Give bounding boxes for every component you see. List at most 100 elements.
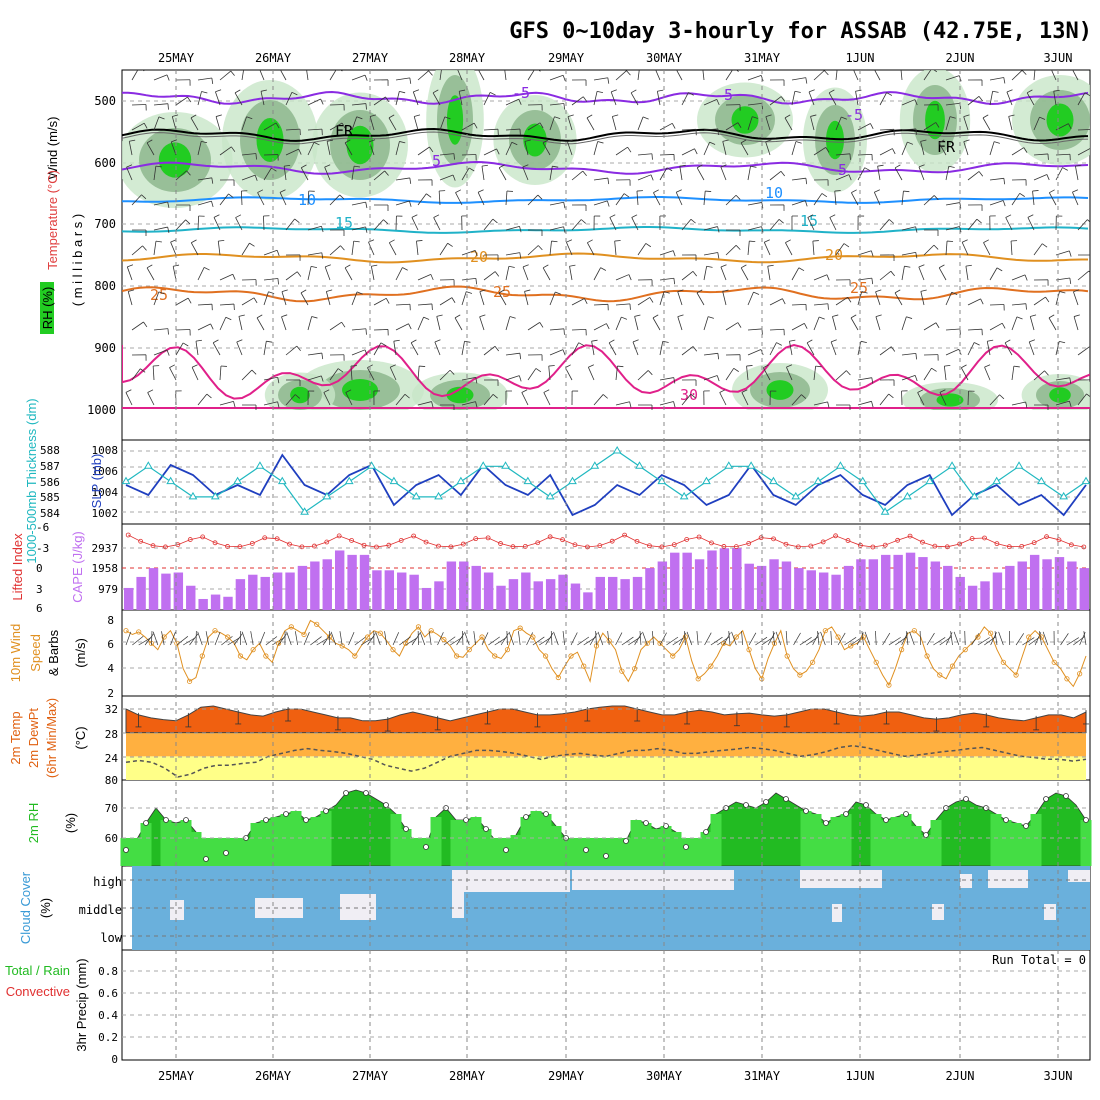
- date-label: 29MAY: [548, 51, 585, 65]
- wind-barb-flag: [786, 364, 793, 368]
- slp-tick: 1004: [92, 486, 119, 499]
- thickness-marker: [612, 446, 622, 454]
- wind-barb-flag: [451, 297, 456, 303]
- wind-barb-flag: [1023, 147, 1028, 153]
- thickness-marker: [836, 461, 845, 469]
- wind-barb-flag: [496, 148, 500, 155]
- wind-barb-flag: [337, 368, 344, 373]
- wind-barb: [329, 368, 339, 381]
- contour-label: 20: [470, 248, 488, 266]
- wind-barb-flag: [232, 274, 236, 280]
- wind-barb-flag: [230, 70, 235, 76]
- wind-barb-flag: [623, 193, 630, 198]
- wind-barb: [607, 631, 610, 646]
- wind-barb-flag: [1008, 114, 1015, 117]
- wind-barb: [989, 200, 1004, 206]
- wind-barb: [923, 244, 935, 256]
- cape-bar: [943, 565, 953, 610]
- wind-barb-flag: [364, 74, 368, 81]
- wind-barb-flag: [341, 122, 346, 129]
- wind-barb-flag: [211, 77, 214, 84]
- wind-barb-flag: [475, 278, 478, 285]
- cape-bar: [545, 579, 556, 610]
- wind-barb: [175, 96, 188, 106]
- cape-bar: [521, 572, 531, 610]
- wind-barb: [696, 292, 705, 306]
- wind-barb-flag: [780, 171, 786, 177]
- wind-barb-flag: [948, 165, 955, 168]
- li-marker: [1056, 537, 1062, 543]
- wind-barb-flag: [140, 368, 146, 373]
- wind-barb: [389, 367, 397, 381]
- wind-barb: [153, 74, 168, 81]
- wind-barb: [984, 366, 991, 381]
- thickness-marker: [344, 476, 354, 485]
- wind-barb: [175, 342, 184, 356]
- wind-barb-flag: [631, 214, 638, 218]
- wind-barb: [703, 191, 706, 206]
- wind-barb: [593, 177, 608, 181]
- wind-barb: [505, 226, 520, 231]
- pressure-tick: 800: [94, 279, 116, 293]
- cape-bar: [645, 568, 655, 610]
- thickness-marker: [880, 507, 890, 515]
- wind-barb: [791, 77, 806, 81]
- wind-barb: [197, 91, 202, 106]
- wind-barb: [457, 70, 463, 81]
- wind-barb-flag: [235, 214, 242, 218]
- wind-barb: [395, 77, 410, 81]
- contour-label: 15: [800, 212, 818, 230]
- wind-barb-flag: [190, 114, 197, 119]
- wind-barb: [945, 328, 960, 331]
- wind-barb: [351, 226, 366, 231]
- wind-barb: [722, 291, 727, 306]
- wind-marker: [962, 647, 968, 653]
- li-marker: [460, 541, 466, 547]
- wind-barb: [354, 636, 367, 646]
- wind-barb: [1073, 316, 1079, 331]
- wind-marker: [848, 643, 854, 649]
- wind-barb: [481, 632, 489, 646]
- wind-barb: [747, 116, 753, 131]
- wind-barb-flag: [776, 342, 782, 346]
- wind-barb: [417, 303, 432, 306]
- wind-barb: [259, 631, 266, 646]
- rh2m-marker: [203, 856, 209, 862]
- wind-barb-flag: [341, 321, 346, 328]
- cape-bar: [818, 572, 829, 610]
- wind-barb-flag: [663, 291, 670, 294]
- li-marker: [994, 541, 1000, 547]
- wind-barb: [615, 193, 625, 206]
- wind-barb: [656, 91, 661, 106]
- thickness-tick: 584: [40, 507, 60, 520]
- rh2m-marker: [1023, 823, 1029, 829]
- wind-barb-flag: [763, 364, 769, 369]
- wind-barb-flag: [271, 167, 277, 172]
- wind-barb-flag: [873, 65, 878, 68]
- wind-barb: [571, 342, 580, 356]
- wind-barb: [345, 392, 353, 406]
- precip-plot: [122, 970, 1090, 1038]
- wind-barb-flag: [244, 66, 250, 67]
- wind-barb-flag: [218, 239, 225, 242]
- rh-tick: 70: [105, 802, 118, 815]
- wind-barb-flag: [481, 164, 488, 167]
- wind-marker: [924, 653, 930, 659]
- wind-barb-flag: [628, 274, 632, 281]
- wind-barb: [419, 631, 426, 646]
- wind-barb: [747, 102, 762, 106]
- wind-barb: [901, 128, 916, 131]
- wind-barb-flag: [915, 252, 918, 259]
- rh2m-marker: [223, 850, 229, 856]
- wind-barb-flag: [563, 202, 566, 209]
- wind-barb: [791, 304, 807, 306]
- wind-barb: [256, 317, 265, 331]
- wind-barb: [285, 148, 299, 156]
- wind-barb-flag: [1050, 65, 1055, 67]
- wind-barb: [1033, 296, 1046, 306]
- wind-barb: [747, 75, 762, 81]
- cape-bar: [223, 596, 233, 610]
- wind-barb-flag: [171, 139, 178, 143]
- wind-barb: [1005, 217, 1013, 231]
- wind-barb-flag: [365, 103, 367, 110]
